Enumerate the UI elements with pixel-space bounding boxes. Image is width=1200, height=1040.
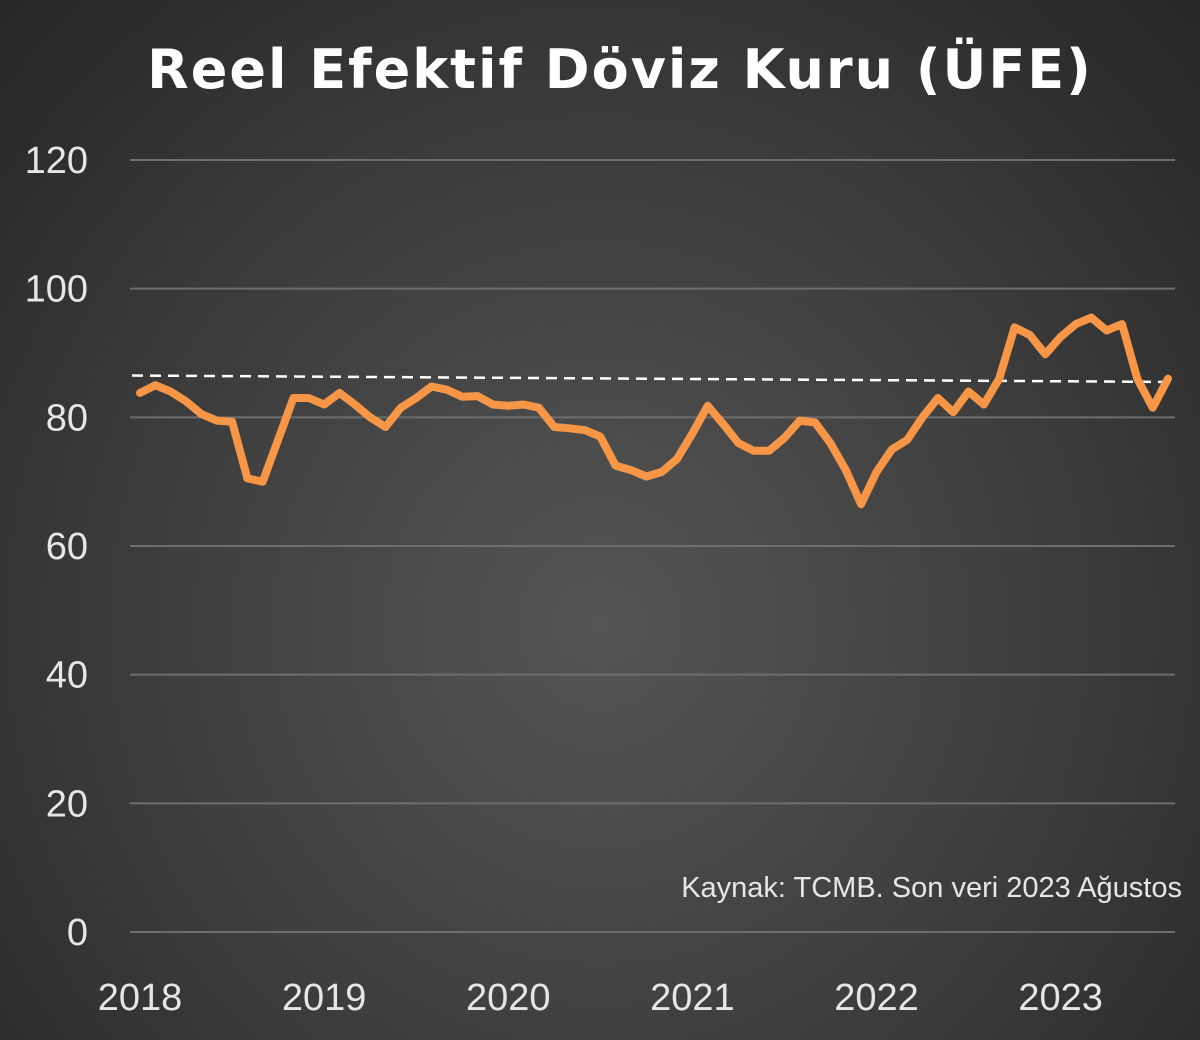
x-tick-label: 2019 [282, 977, 367, 1019]
data-point [535, 404, 543, 412]
data-point [658, 468, 666, 476]
data-point [489, 401, 497, 409]
data-point [1072, 320, 1080, 328]
data-point [842, 466, 850, 474]
data-point [688, 429, 696, 437]
data-point [458, 393, 466, 401]
data-point [428, 383, 436, 391]
data-point [197, 410, 205, 418]
data-point [182, 397, 190, 405]
data-point [811, 419, 819, 427]
data-point [213, 417, 221, 425]
x-tick-label: 2022 [834, 977, 919, 1019]
data-point [995, 375, 1003, 383]
y-tick-label: 100 [25, 269, 88, 311]
data-point [765, 447, 773, 455]
data-point [826, 439, 834, 447]
data-point [719, 420, 727, 428]
data-point [520, 401, 528, 409]
data-point [289, 394, 297, 402]
data-point [1164, 375, 1172, 383]
y-tick-label: 60 [46, 526, 88, 568]
data-point [366, 413, 374, 421]
x-tick-label: 2023 [1018, 977, 1103, 1019]
x-tick-label: 2018 [98, 977, 183, 1019]
data-point [919, 413, 927, 421]
data-point [566, 424, 574, 432]
data-point [1118, 320, 1126, 328]
data-point [397, 404, 405, 412]
data-point [382, 423, 390, 431]
data-point [443, 386, 451, 394]
data-point [167, 388, 175, 396]
data-point [581, 426, 589, 434]
data-point [1041, 350, 1049, 358]
data-point [305, 394, 313, 402]
data-point [1011, 323, 1019, 331]
data-point [627, 466, 635, 474]
data-point [336, 389, 344, 397]
data-point [504, 402, 512, 410]
x-tick-label: 2020 [466, 977, 551, 1019]
data-point [474, 392, 482, 400]
y-axis: 0 20 40 60 80 100 120 [25, 140, 88, 954]
x-tick-label: 2021 [650, 977, 735, 1019]
data-point [151, 381, 159, 389]
y-tick-label: 40 [46, 655, 88, 697]
y-tick-label: 80 [46, 397, 88, 439]
reference-line [131, 374, 1173, 384]
data-point [550, 423, 558, 431]
series-group [136, 313, 1172, 509]
grid-lines [130, 159, 1175, 933]
data-point [1087, 314, 1095, 322]
y-tick-label: 120 [25, 140, 88, 182]
reference-line-group [131, 374, 1173, 384]
data-point [1149, 404, 1157, 412]
chart-title: Reel Efektif Döviz Kuru (ÜFE) [147, 38, 1093, 101]
data-point [903, 436, 911, 444]
x-axis: 2018 2019 2020 2021 2022 2023 [98, 977, 1103, 1019]
data-point [320, 401, 328, 409]
data-point [965, 388, 973, 396]
data-point [704, 402, 712, 410]
data-point [873, 468, 881, 476]
series-line [136, 313, 1172, 509]
data-point [796, 417, 804, 425]
data-point [243, 474, 251, 482]
data-point [750, 447, 758, 455]
data-point [673, 455, 681, 463]
data-point [949, 408, 957, 416]
data-point [857, 500, 865, 508]
data-point [136, 389, 144, 397]
y-tick-label: 20 [46, 783, 88, 825]
data-point [259, 478, 267, 486]
y-tick-label: 0 [67, 912, 88, 954]
data-point [642, 473, 650, 481]
data-point [1026, 331, 1034, 339]
data-point [1103, 327, 1111, 335]
data-point [934, 394, 942, 402]
data-point [612, 462, 620, 470]
data-point [980, 401, 988, 409]
data-point [734, 439, 742, 447]
data-point [412, 394, 420, 402]
data-point [228, 418, 236, 426]
data-point [1057, 333, 1065, 341]
data-point [888, 446, 896, 454]
data-point [596, 433, 604, 441]
data-point [780, 434, 788, 442]
data-point [274, 436, 282, 444]
source-note: Kaynak: TCMB. Son veri 2023 Ağustos [681, 872, 1182, 904]
data-point [1133, 375, 1141, 383]
data-point [351, 401, 359, 409]
